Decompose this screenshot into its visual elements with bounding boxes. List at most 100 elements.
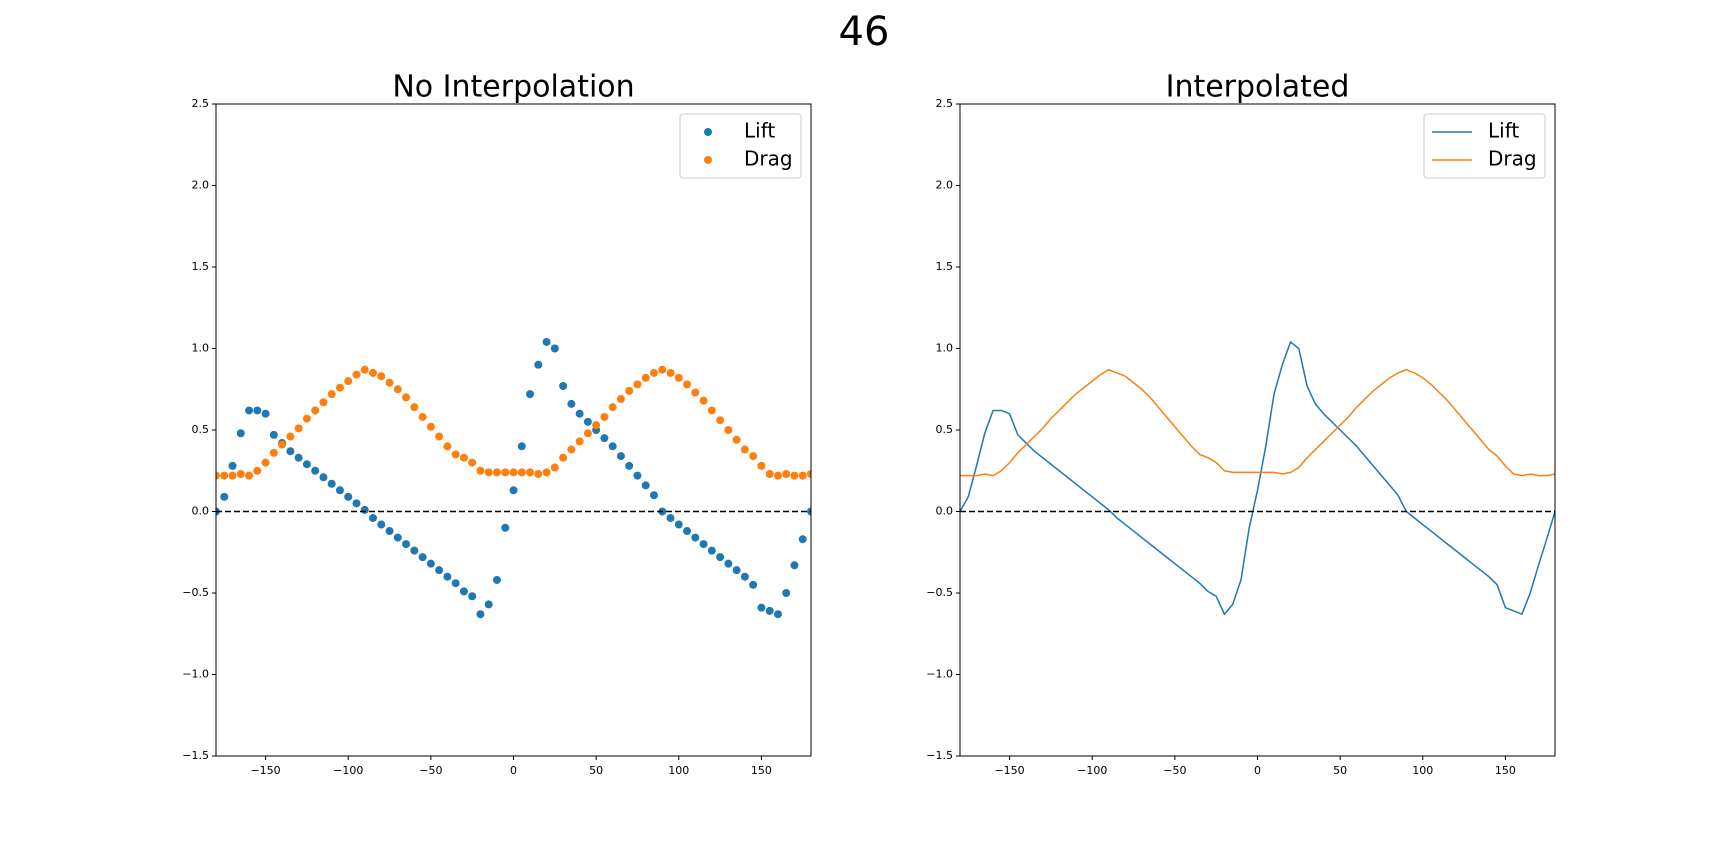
point xyxy=(492,468,501,477)
point xyxy=(583,417,592,426)
point xyxy=(418,553,427,562)
point xyxy=(501,468,510,477)
point xyxy=(245,471,254,480)
line xyxy=(960,340,1555,616)
point xyxy=(724,426,733,434)
point xyxy=(261,458,270,467)
y-tick-label: −1.0 xyxy=(182,668,209,681)
y-tick-label: 2.5 xyxy=(936,97,954,110)
point xyxy=(352,499,361,508)
x-tick-label: −100 xyxy=(333,764,363,777)
point xyxy=(410,546,419,555)
point xyxy=(625,461,634,470)
point xyxy=(426,559,435,568)
point xyxy=(269,430,278,439)
x-tick-label: 0 xyxy=(510,764,517,777)
point xyxy=(765,606,774,615)
point xyxy=(773,610,782,619)
point xyxy=(319,473,328,482)
point xyxy=(592,421,601,430)
point xyxy=(402,393,411,402)
legend-label: Lift xyxy=(1488,119,1519,143)
point xyxy=(666,514,675,523)
point xyxy=(344,377,353,386)
point xyxy=(807,470,811,479)
point xyxy=(335,383,344,392)
point xyxy=(517,468,526,477)
point xyxy=(683,527,692,536)
point xyxy=(534,360,543,369)
point xyxy=(600,434,609,443)
point xyxy=(220,492,229,501)
point xyxy=(649,368,658,377)
point xyxy=(236,470,245,479)
point xyxy=(385,378,394,387)
subplot-title: No Interpolation xyxy=(392,70,634,105)
point xyxy=(542,337,551,346)
point xyxy=(369,514,378,523)
line xyxy=(960,368,1555,477)
point xyxy=(732,435,741,444)
y-tick-label: −1.5 xyxy=(926,749,953,762)
point xyxy=(757,603,766,612)
point xyxy=(567,399,576,408)
point xyxy=(757,461,766,470)
point xyxy=(790,561,799,570)
point xyxy=(369,368,378,377)
y-tick-label: 1.0 xyxy=(936,342,954,355)
point xyxy=(352,370,361,379)
point xyxy=(236,429,245,438)
point xyxy=(278,440,287,449)
plot-area xyxy=(216,337,811,619)
point xyxy=(443,572,452,581)
point xyxy=(426,422,435,431)
x-tick-label: −150 xyxy=(994,764,1024,777)
point xyxy=(286,432,295,441)
point xyxy=(228,461,237,470)
y-tick-label: 2.0 xyxy=(192,179,210,192)
point xyxy=(216,471,220,480)
point xyxy=(641,373,650,382)
point xyxy=(377,372,386,381)
point xyxy=(385,527,394,536)
legend-marker xyxy=(704,128,712,136)
point xyxy=(459,587,468,596)
point xyxy=(360,505,369,514)
point xyxy=(674,373,683,382)
point xyxy=(327,390,336,399)
point xyxy=(765,470,774,479)
point xyxy=(583,429,592,438)
point xyxy=(228,471,237,480)
point xyxy=(691,388,700,397)
point xyxy=(302,414,311,423)
legend-label: Lift xyxy=(744,119,775,143)
point xyxy=(732,566,741,575)
point xyxy=(550,463,559,472)
point xyxy=(649,491,658,500)
point xyxy=(327,479,336,488)
point xyxy=(798,471,807,480)
point xyxy=(286,447,295,456)
point xyxy=(674,520,683,529)
point xyxy=(790,471,799,480)
point xyxy=(699,396,708,405)
legend: Lift Drag xyxy=(1423,113,1546,179)
point xyxy=(616,452,625,461)
point xyxy=(335,486,344,495)
point xyxy=(484,468,493,477)
point xyxy=(608,403,617,412)
point xyxy=(534,470,543,479)
legend-box xyxy=(1423,113,1546,179)
x-tick-label: 50 xyxy=(1333,764,1347,777)
point xyxy=(716,553,725,562)
point xyxy=(402,540,411,549)
point xyxy=(749,452,758,461)
y-tick-label: 1.0 xyxy=(192,342,210,355)
point xyxy=(740,572,749,581)
point xyxy=(658,365,667,374)
point xyxy=(501,523,510,532)
x-tick-label: 50 xyxy=(589,764,603,777)
point xyxy=(749,580,758,589)
